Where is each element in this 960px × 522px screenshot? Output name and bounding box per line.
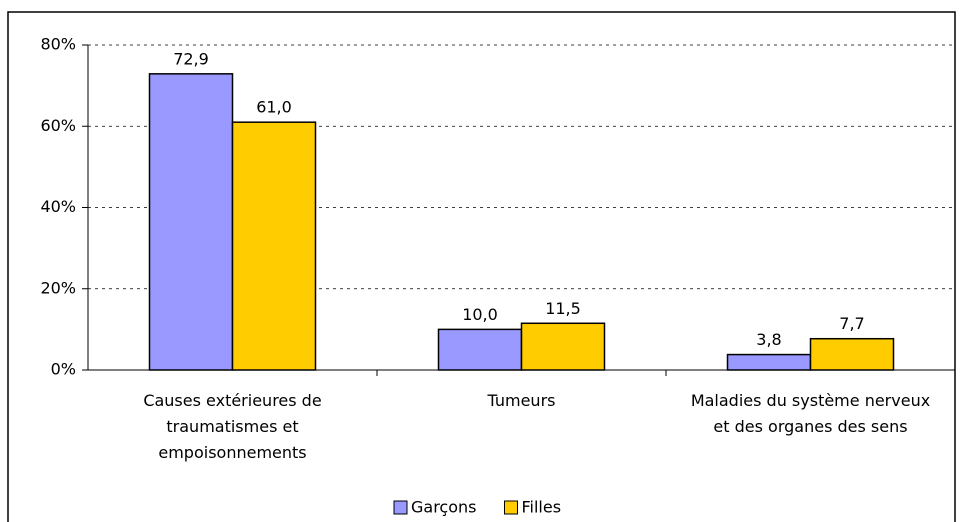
bar <box>437 328 523 371</box>
data-label: 3,8 <box>756 330 781 349</box>
data-label: 61,0 <box>256 98 292 117</box>
bar <box>231 121 317 371</box>
bar <box>520 322 606 371</box>
chart-frame <box>7 11 956 522</box>
legend-swatch <box>393 500 408 515</box>
bar <box>148 73 234 371</box>
x-tick-label: Causes extérieures de traumatismes et em… <box>143 391 322 462</box>
data-label: 11,5 <box>545 299 581 318</box>
legend-label: Filles <box>522 498 562 517</box>
y-tick-label: 0% <box>51 360 76 379</box>
y-tick-label: 80% <box>40 35 76 54</box>
x-tick-label: Tumeurs <box>487 391 556 410</box>
x-tick-label: Maladies du système nerveux et des organ… <box>690 391 931 436</box>
data-label: 10,0 <box>462 305 498 324</box>
legend-label: Garçons <box>411 498 477 517</box>
bar <box>726 353 812 371</box>
legend-swatch <box>504 500 518 515</box>
y-tick-label: 20% <box>40 278 76 297</box>
data-label: 7,7 <box>839 314 864 333</box>
bar <box>809 337 895 371</box>
data-label: 72,9 <box>173 49 209 68</box>
y-tick-label: 40% <box>40 197 76 216</box>
y-tick-label: 60% <box>40 116 76 135</box>
